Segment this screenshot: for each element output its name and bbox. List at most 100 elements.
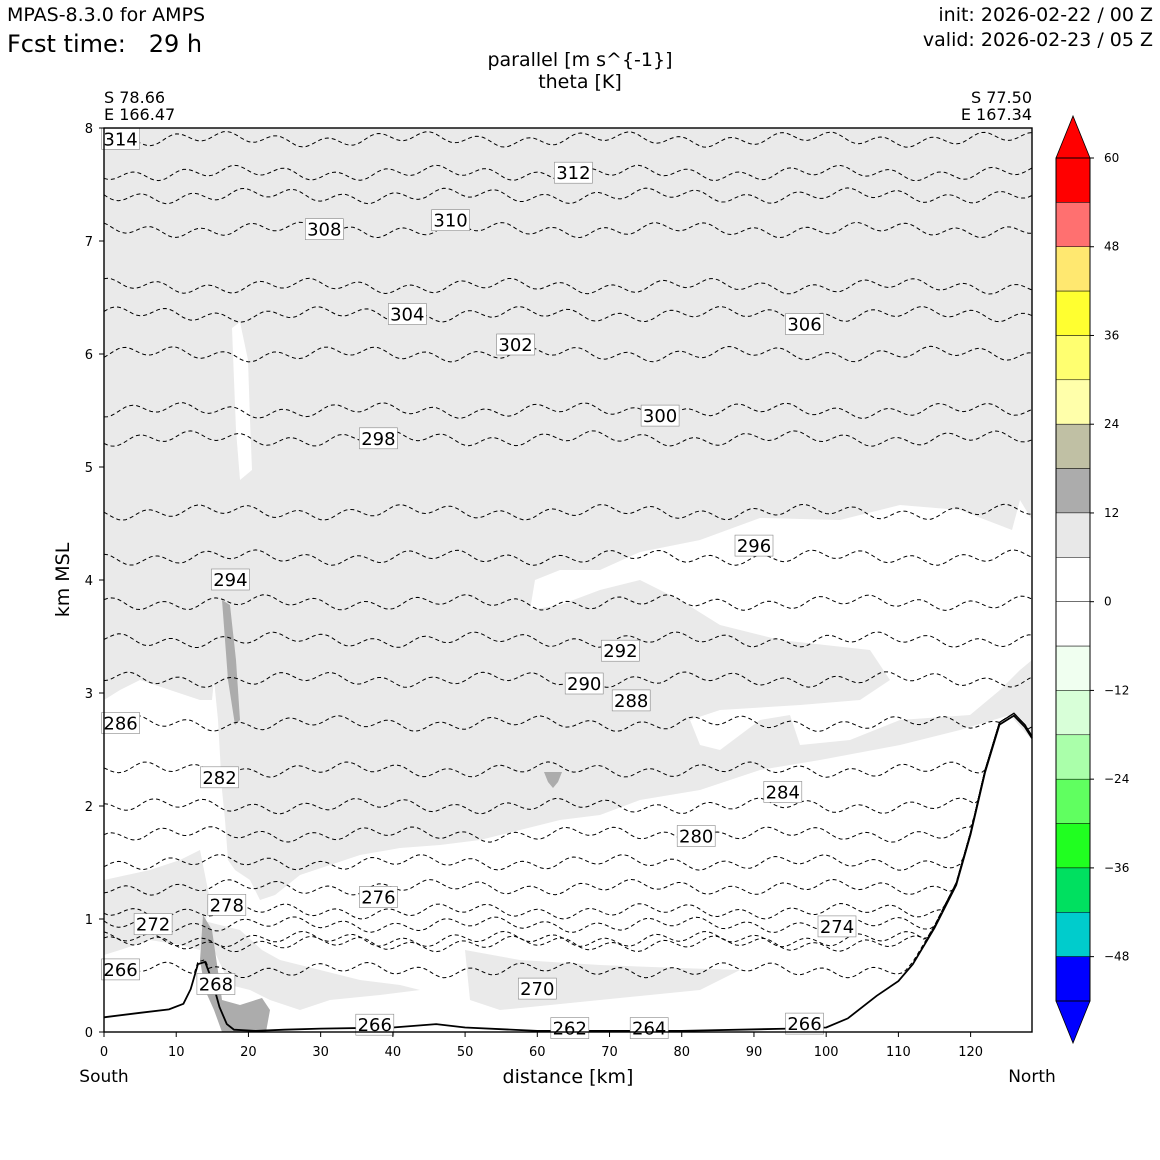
contour-label-box (611, 689, 651, 712)
contour-label-314: 314 (101, 128, 140, 150)
contour-label-282: 282 (200, 766, 239, 789)
x-tick-label: 10 (168, 1045, 185, 1060)
contour-label-box (359, 427, 398, 450)
contour-label-304: 304 (387, 303, 427, 326)
south-end-label: South (79, 1067, 128, 1087)
contour-label-296: 296 (734, 534, 774, 557)
north-end-label: North (1008, 1067, 1056, 1087)
colorbar-level (1055, 601, 1091, 647)
y-tick-label: 7 (85, 235, 93, 250)
x-tick-label: 60 (529, 1045, 546, 1060)
contour-label-text: 276 (361, 888, 395, 909)
theta-contour-314 (104, 130, 1032, 148)
contour-label-text: 312 (556, 163, 590, 184)
theta-contour-292 (104, 594, 1032, 611)
contour-label-text: 266 (103, 960, 137, 981)
contour-label-text: 310 (433, 211, 467, 232)
colorbar-level (1055, 734, 1091, 780)
model-title: MPAS-8.3.0 for AMPS (7, 4, 206, 26)
y-tick-label: 8 (85, 122, 93, 137)
colorbar-level (1055, 512, 1091, 558)
contour-label-298: 298 (359, 427, 398, 450)
y-tick-label: 6 (85, 348, 93, 363)
colorbar-level (1055, 246, 1091, 292)
contour-label-284: 284 (763, 781, 803, 803)
y-tick-label: 2 (85, 800, 93, 815)
colorbar-under-arrow (1055, 1000, 1091, 1045)
wind-strong-blob (544, 772, 562, 788)
contour-label-text: 314 (103, 129, 137, 150)
forecast-time-value: 29 h (148, 30, 203, 58)
colorbar-tick-label: −36 (1104, 861, 1129, 875)
contour-label-308: 308 (304, 218, 344, 241)
theta-contour-294 (104, 549, 1032, 566)
contour-label-box (496, 333, 535, 356)
contour-label-box (355, 1013, 395, 1036)
theta-contour-298 (104, 430, 1032, 447)
colorbar-level (1055, 690, 1091, 736)
valid-time: valid: 2026-02-23 / 05 Z (922, 29, 1153, 51)
contour-label-box (196, 973, 236, 995)
colorbar-level (1055, 335, 1091, 381)
contour-label-box (101, 958, 140, 981)
contour-label-text: 298 (361, 429, 395, 450)
theta-contour-300 (104, 402, 1032, 419)
contour-label-text: 284 (766, 782, 800, 803)
contour-label-box (564, 672, 604, 695)
contour-label-box (211, 568, 250, 591)
contour-label-294: 294 (211, 568, 250, 591)
contour-label-box (763, 781, 803, 803)
colorbar-level (1055, 202, 1091, 248)
x-tick-label: 0 (100, 1045, 108, 1060)
contour-label-text: 278 (210, 895, 244, 916)
contour-label-box (676, 825, 716, 847)
contour-label-text: 294 (213, 570, 247, 591)
contour-label-box (817, 915, 857, 938)
contour-label-text: 266 (358, 1015, 392, 1036)
start-longitude: E 166.47 (104, 105, 176, 124)
wind-strong-column (222, 600, 240, 725)
contour-label-288: 288 (611, 689, 651, 712)
theta-contour-270 (104, 712, 1032, 948)
theta-contour-290 (104, 631, 1032, 648)
x-tick-label: 40 (385, 1045, 402, 1060)
colorbar-tick-label: 24 (1104, 417, 1119, 431)
y-tick-label: 3 (85, 687, 93, 702)
theta-contour-310 (104, 187, 1032, 205)
y-axis-label: km MSL (52, 542, 74, 617)
contour-label-box (133, 913, 173, 935)
colorbar-level (1055, 956, 1091, 1002)
x-tick-label: 100 (814, 1045, 839, 1060)
contour-label-text: 264 (632, 1019, 666, 1040)
colorbar-level (1055, 379, 1091, 425)
colorbar-level (1055, 867, 1091, 913)
contour-label-300: 300 (640, 404, 680, 427)
end-longitude: E 167.34 (960, 105, 1032, 124)
contour-label-266: 266 (785, 1012, 824, 1035)
theta-contour-266 (104, 712, 1032, 979)
forecast-time: Fcst time: 29 h (7, 30, 202, 58)
colorbar-level (1055, 778, 1091, 824)
y-tick-label: 1 (85, 913, 93, 928)
forecast-time-label: Fcst time: (7, 30, 126, 58)
colorbar-over-arrow (1055, 114, 1091, 159)
contour-label-306: 306 (785, 313, 824, 336)
contour-label-text: 304 (390, 305, 424, 326)
contour-label-box (517, 977, 557, 1000)
contour-label-274: 274 (817, 915, 857, 938)
contour-label-266: 266 (101, 958, 140, 981)
contour-label-280: 280 (676, 825, 716, 848)
y-axis: 0 1 2 3 4 5 6 7 8 (85, 122, 104, 1041)
contour-label-text: 308 (307, 220, 341, 241)
x-tick-label: 30 (312, 1045, 329, 1060)
contour-label-text: 302 (498, 335, 532, 356)
contour-label-text: 266 (787, 1014, 821, 1035)
colorbar-level (1055, 645, 1091, 691)
contour-label-text: 288 (614, 691, 648, 712)
colorbar-level (1055, 290, 1091, 336)
theta-contour-284 (104, 712, 1032, 778)
contour-label-text: 296 (737, 536, 771, 557)
colorbar-level (1055, 468, 1091, 514)
theta-contour-268 (104, 712, 1032, 953)
